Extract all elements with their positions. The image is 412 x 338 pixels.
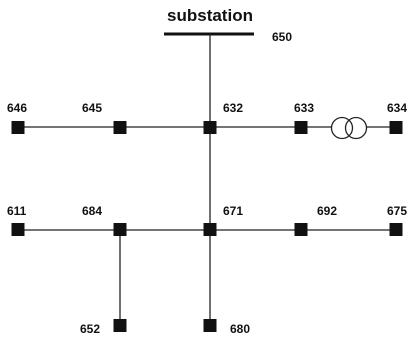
node-633 (294, 121, 308, 134)
transformer-winding-secondary (344, 116, 368, 140)
transformer-symbol (330, 116, 368, 140)
node-684 (113, 223, 127, 236)
node-675 (389, 223, 403, 236)
label-633: 633 (294, 101, 314, 115)
node-611 (11, 223, 25, 236)
label-646: 646 (7, 101, 27, 115)
label-645: 645 (82, 101, 102, 115)
label-671: 671 (223, 204, 243, 218)
transformer-winding-primary (330, 116, 354, 140)
node-634 (389, 121, 403, 134)
diagram-title: substation (167, 6, 253, 25)
label-611: 611 (7, 204, 27, 218)
label-692: 692 (317, 204, 337, 218)
node-680 (203, 319, 217, 332)
node-646 (11, 121, 25, 134)
node-671 (203, 223, 217, 236)
label-675: 675 (387, 204, 407, 218)
node-652 (113, 319, 127, 332)
label-650: 650 (272, 30, 292, 44)
label-684: 684 (82, 204, 102, 218)
node-632 (203, 121, 217, 134)
node-692 (294, 223, 308, 236)
label-632: 632 (223, 101, 243, 115)
label-652: 652 (80, 322, 100, 336)
label-680: 680 (230, 322, 250, 336)
label-634: 634 (387, 101, 407, 115)
node-645 (113, 121, 127, 134)
